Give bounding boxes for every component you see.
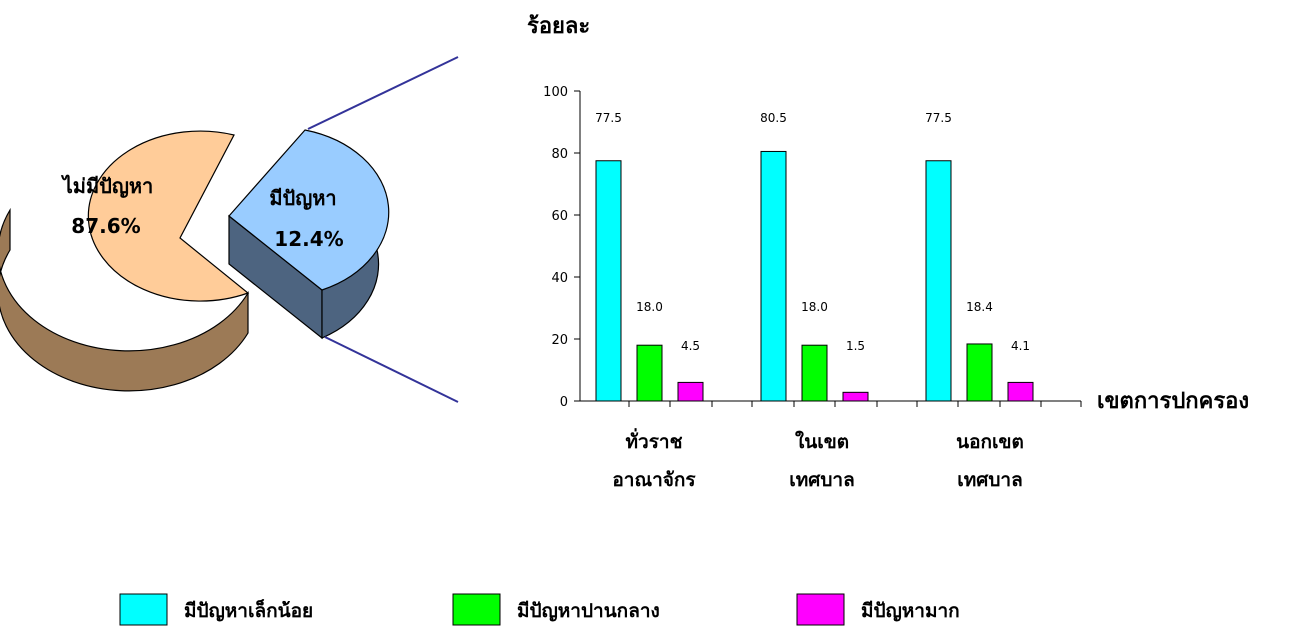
bar-data-labels: 77.5 80.5 77.5 18.0 18.0 18.4 4.5 1.5 4.1 <box>595 111 1030 353</box>
bar-data-label: 18.0 <box>636 300 663 314</box>
legend-swatch <box>796 593 845 626</box>
x-category-label: เทศบาล <box>957 469 1022 491</box>
pie-value-no-problem: 87.6% <box>71 214 140 238</box>
y-tick-label: 60 <box>551 209 568 224</box>
connector-line-top <box>307 56 459 130</box>
bar-2-3 <box>966 343 993 402</box>
bar-data-label: 1.5 <box>846 339 865 353</box>
bar-3-2 <box>842 391 869 402</box>
x-category-label: ในเขต <box>795 430 849 453</box>
bar-1-3 <box>925 160 952 402</box>
bar-data-label: 18.4 <box>966 300 993 314</box>
x-axis-tick-marks <box>628 401 1082 407</box>
pie-slice-problem-top <box>228 129 390 291</box>
bar-chart: ร้อยละ เขตการปกครอง 0 20 40 60 80 100 77.5 80.… <box>527 14 1249 491</box>
bar-3-3 <box>1007 381 1034 402</box>
legend-swatch <box>119 593 168 626</box>
x-category-label: นอกเขต <box>956 431 1024 453</box>
pie-slice-no-problem-side <box>0 207 249 392</box>
bar-data-label: 4.5 <box>681 339 700 353</box>
legend: มีปัญหาเล็กน้อย มีปัญหาปานกลาง มีปัญหามาก <box>119 593 960 626</box>
legend-swatch <box>452 593 501 626</box>
y-tick-label: 80 <box>551 147 568 162</box>
pie-label-problem: มีปัญหา <box>269 186 336 210</box>
bar-data-label: 18.0 <box>801 300 828 314</box>
axes <box>579 91 1081 402</box>
connector-lines <box>307 56 459 403</box>
y-tick-label: 40 <box>551 271 568 286</box>
pie-value-problem: 12.4% <box>274 227 343 251</box>
bar-3-1 <box>677 381 704 402</box>
legend-label: มีปัญหามาก <box>861 600 960 622</box>
x-category-label: ทั่วราช <box>626 428 683 453</box>
pie-chart: ไม่มีปัญหา 87.6% มีปัญหา 12.4% <box>0 129 390 392</box>
y-axis-ticks: 0 20 40 60 80 100 <box>543 85 580 410</box>
legend-label: มีปัญหาเล็กน้อย <box>184 598 313 622</box>
pie-label-no-problem: ไม่มีปัญหา <box>61 174 154 198</box>
bar-1-2 <box>760 150 787 402</box>
x-category-label: เทศบาล <box>789 469 854 491</box>
y-tick-label: 100 <box>543 85 568 100</box>
connector-line-bottom <box>324 336 459 403</box>
y-axis-title: ร้อยละ <box>527 14 590 39</box>
y-tick-label: 0 <box>560 395 568 410</box>
bar-data-label: 77.5 <box>595 111 622 125</box>
bar-data-label: 80.5 <box>760 111 787 125</box>
legend-label: มีปัญหาปานกลาง <box>517 600 660 622</box>
bar-data-label: 4.1 <box>1011 339 1030 353</box>
bar-1-1 <box>595 160 622 402</box>
bar-data-label: 77.5 <box>925 111 952 125</box>
y-tick-label: 20 <box>551 333 568 348</box>
x-axis-title: เขตการปกครอง <box>1097 389 1249 414</box>
bar-2-2 <box>801 344 828 402</box>
pie-slice-no-problem-top <box>87 130 250 302</box>
bar-2-1 <box>636 344 663 402</box>
bars <box>595 150 1034 402</box>
x-category-label: อาณาจักร <box>612 469 696 491</box>
